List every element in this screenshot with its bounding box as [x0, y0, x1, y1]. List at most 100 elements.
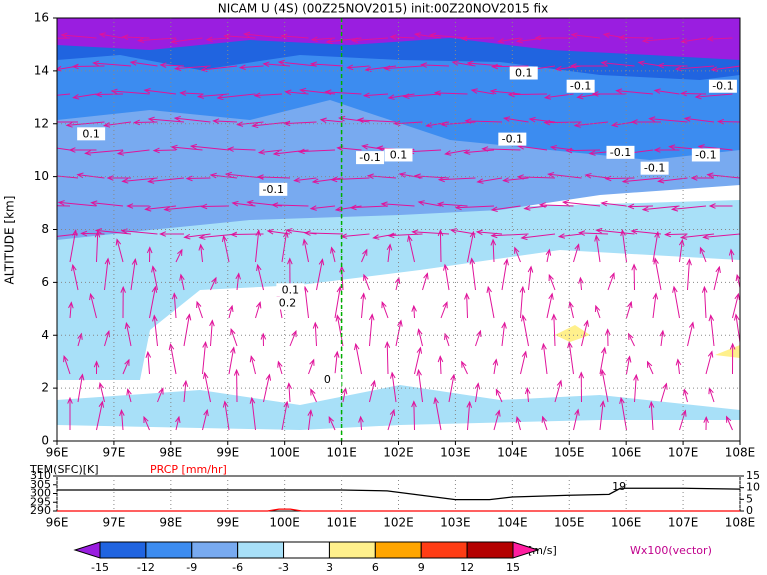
wind-vector: [202, 342, 207, 375]
wind-vector: [654, 258, 662, 291]
annotation-bg: [498, 132, 527, 146]
wind-vector: [77, 374, 83, 403]
vector-head: [543, 119, 551, 126]
vector-head: [376, 145, 384, 151]
vector-head: [697, 144, 705, 150]
wind-vector: [122, 359, 130, 375]
y-tick-label: 8: [41, 222, 49, 236]
wind-vector: [130, 61, 158, 67]
y-tick-label: 4: [41, 328, 49, 342]
wind-vector: [175, 416, 180, 431]
colorbar-arrow: [512, 541, 540, 559]
wind-vector: [631, 230, 662, 235]
wind-vector: [149, 286, 156, 319]
annotation-bg: [708, 79, 737, 93]
vector-head: [115, 238, 122, 246]
vector-head: [576, 93, 584, 100]
wind-vector: [577, 93, 601, 98]
wind-vector: [81, 232, 105, 235]
vector-head: [143, 415, 149, 424]
vector-head: [198, 243, 205, 251]
wind-vector: [579, 277, 582, 291]
wind-vector: [304, 287, 309, 319]
wind-vector: [384, 65, 423, 70]
wind-vector: [272, 204, 309, 207]
vector-head: [630, 228, 638, 235]
wind-vector: [482, 148, 521, 151]
x-tick-label: 101E: [326, 446, 357, 460]
wind-vector: [391, 372, 397, 403]
x-tick-label: 96E: [46, 446, 69, 460]
wind-vector: [726, 416, 733, 431]
wind-vector: [255, 302, 261, 319]
wind-vector: [201, 65, 238, 71]
vector-head: [469, 230, 476, 239]
vector-head: [615, 88, 623, 94]
wind-vector: [654, 89, 680, 95]
vector-head: [163, 206, 171, 212]
vector-head: [442, 301, 448, 309]
vector-head: [283, 120, 291, 127]
wind-vector: [339, 117, 370, 123]
annotation-bg: [273, 296, 302, 310]
wind-vector: [134, 121, 158, 124]
vector-head: [521, 350, 528, 358]
wind-vector: [455, 205, 495, 209]
wind-vector: [259, 149, 283, 154]
vector-head: [291, 329, 297, 338]
vector-head: [144, 206, 152, 212]
vector-head: [653, 147, 661, 153]
vector-head: [591, 91, 599, 97]
y-tick-label: 10: [34, 169, 49, 183]
vector-head: [551, 313, 557, 321]
vector-head: [120, 285, 126, 293]
vector-head: [202, 371, 209, 379]
vector-head: [527, 265, 534, 273]
vector-head: [652, 292, 659, 300]
vector-head: [253, 92, 261, 99]
annotation-bg: [691, 148, 720, 162]
vector-head: [492, 358, 499, 366]
contour-label: 0: [324, 373, 331, 386]
y2-tick-label: 0: [746, 504, 753, 517]
vector-head: [619, 396, 625, 404]
y2-tick-label: 15: [746, 469, 760, 482]
wind-vector: [492, 65, 529, 68]
vector-head: [702, 234, 710, 240]
wind-vector: [312, 177, 344, 183]
vector-head: [433, 396, 439, 404]
wind-vector: [605, 177, 635, 180]
vector-head: [312, 321, 319, 329]
vector-head: [534, 35, 542, 41]
vector-head: [309, 358, 315, 366]
colorbar-cell: [283, 541, 330, 559]
wind-vector: [210, 320, 213, 347]
vector-head: [283, 400, 289, 408]
colorbar-label: -3: [278, 561, 289, 574]
wind-vector: [57, 37, 71, 39]
wind-vector: [503, 177, 529, 182]
vector-head: [387, 94, 395, 100]
vector-head: [256, 263, 262, 272]
wind-vector: [571, 34, 601, 39]
vector-head: [600, 368, 606, 377]
vector-head: [454, 204, 462, 211]
x-tick-label: 107E: [668, 516, 699, 530]
wind-vector: [542, 343, 548, 375]
wind-vector: [90, 294, 97, 319]
wind-vector: [619, 36, 654, 39]
wind-vector: [493, 359, 497, 375]
vector-head: [538, 202, 546, 208]
wind-vector: [418, 201, 442, 207]
contour-label: -0.1: [359, 151, 380, 164]
wind-vector: [226, 173, 264, 179]
annotation-bg: [566, 79, 595, 93]
vector-head: [420, 62, 428, 68]
x-tick-label: 108E: [725, 446, 756, 460]
vector-head: [380, 201, 388, 207]
colorbar-cell: [374, 541, 422, 559]
vector-head: [51, 234, 57, 239]
vector-head: [541, 415, 547, 423]
vector-head: [490, 232, 498, 239]
wind-vector: [554, 380, 562, 403]
